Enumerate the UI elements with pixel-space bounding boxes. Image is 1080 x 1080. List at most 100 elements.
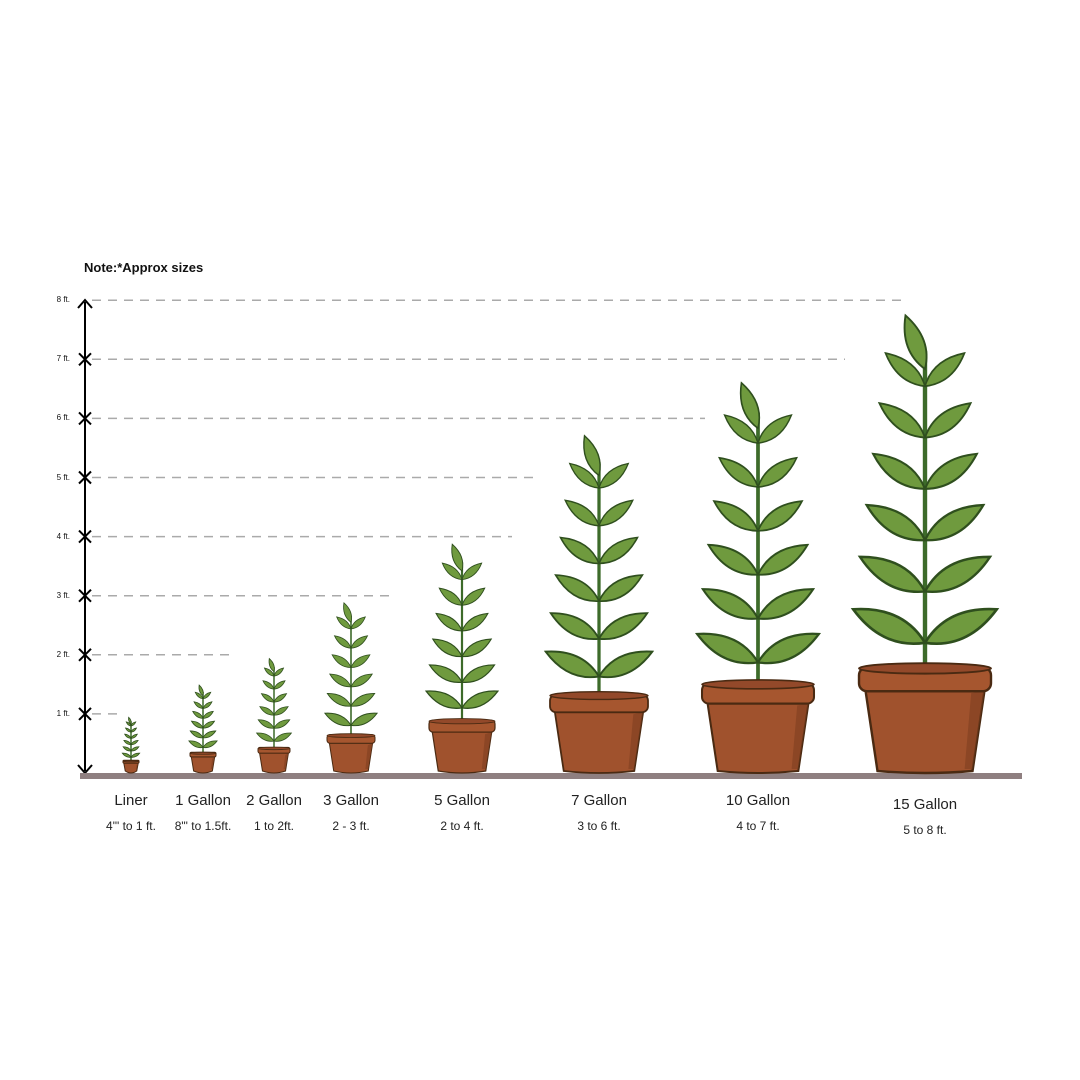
leaf xyxy=(350,616,366,630)
leaf xyxy=(124,733,132,739)
leaf xyxy=(273,680,286,690)
leaf xyxy=(923,555,993,594)
axis-tick-label: 7 ft. xyxy=(56,354,70,364)
leaf xyxy=(273,693,288,703)
axis-tick-label: 2 ft. xyxy=(56,649,70,659)
leaf xyxy=(441,562,463,581)
leaf xyxy=(424,690,464,709)
pot-rim-top xyxy=(257,746,291,751)
size-label: 7 Gallon 3 to 6 ft. xyxy=(539,792,659,833)
leaf xyxy=(435,612,463,632)
leaf xyxy=(121,752,132,758)
leaf xyxy=(554,574,601,602)
plant-1-gallon xyxy=(188,684,218,774)
leaf xyxy=(756,456,798,488)
leaf xyxy=(326,693,352,707)
leaf xyxy=(694,632,760,665)
pot-body xyxy=(431,731,493,774)
pot-rim-top xyxy=(189,751,217,755)
size-range: 5 to 8 ft. xyxy=(903,823,947,837)
leaf xyxy=(260,693,275,703)
size-name: Liner xyxy=(114,792,148,809)
leaf xyxy=(130,746,140,752)
leaf xyxy=(202,691,212,700)
leaf xyxy=(597,650,655,679)
leaf xyxy=(130,727,138,733)
leaf xyxy=(431,638,463,658)
axis-tick-label: 4 ft. xyxy=(56,531,70,541)
leaf xyxy=(323,712,352,727)
pot-shade xyxy=(628,712,644,769)
pot-body xyxy=(328,742,374,774)
leaf xyxy=(122,746,132,752)
size-range: 3 to 6 ft. xyxy=(577,819,621,833)
leaf xyxy=(202,740,218,749)
leaf xyxy=(130,739,139,746)
leaf xyxy=(202,730,217,739)
leaf xyxy=(864,503,927,542)
pot-rim-top xyxy=(858,662,992,675)
leaf xyxy=(549,612,601,640)
leaf xyxy=(598,462,630,489)
leaf xyxy=(739,381,761,430)
axis-tick-label: 6 ft. xyxy=(56,413,70,423)
leaf xyxy=(130,733,138,739)
pot-rim-top xyxy=(122,760,140,763)
pot-shade xyxy=(964,691,985,769)
size-label: 5 Gallon 2 to 4 ft. xyxy=(402,792,522,833)
axis-tick-label: 5 ft. xyxy=(56,472,70,482)
leaf xyxy=(756,543,810,576)
leaf xyxy=(333,635,352,649)
pot-shade xyxy=(365,743,373,769)
leaf xyxy=(268,657,275,673)
size-range: 2 - 3 ft. xyxy=(332,819,370,833)
leaf xyxy=(428,664,463,684)
plant-liner xyxy=(121,716,141,774)
size-range: 8"' to 1.5ft. xyxy=(174,819,232,833)
plant-5-gallon xyxy=(424,543,500,774)
leaf xyxy=(461,562,483,581)
size-label: Liner 4"' to 1 ft. xyxy=(71,792,191,833)
leaf xyxy=(877,402,927,439)
leaf xyxy=(329,673,352,688)
leaf xyxy=(350,693,376,707)
leaf xyxy=(188,740,204,749)
leaf xyxy=(202,710,214,719)
leaf xyxy=(461,612,489,632)
size-label: 1 Gallon 8"' to 1.5ft. xyxy=(143,792,263,833)
pot-body xyxy=(190,756,216,774)
leaf xyxy=(257,719,275,729)
leaf xyxy=(461,664,496,684)
axis-tick-label: 1 ft. xyxy=(56,708,70,718)
leaf xyxy=(273,706,289,716)
leaf xyxy=(922,607,1000,645)
leaf xyxy=(451,543,464,572)
plant-3-gallon xyxy=(323,602,379,774)
plant-2-gallon xyxy=(255,657,293,774)
size-range: 2 to 4 ft. xyxy=(440,819,484,833)
leaf xyxy=(350,673,373,688)
note-text: Note:*Approx sizes xyxy=(84,260,204,275)
leaf xyxy=(543,650,601,679)
pot-rim-top xyxy=(549,691,649,701)
size-name: 7 Gallon xyxy=(571,792,627,809)
leaf xyxy=(350,712,379,727)
pot-body xyxy=(706,702,810,774)
leaf xyxy=(202,720,216,729)
size-range: 1 to 2ft. xyxy=(253,819,295,833)
leaf xyxy=(336,616,352,630)
leaf xyxy=(923,402,973,439)
leaf xyxy=(597,499,634,527)
leaf xyxy=(706,543,760,576)
leaf xyxy=(583,434,601,477)
leaf xyxy=(343,602,352,624)
size-label: 3 Gallon 2 - 3 ft. xyxy=(291,792,411,833)
leaf xyxy=(128,716,132,725)
leaf xyxy=(923,452,979,490)
size-name: 10 Gallon xyxy=(725,792,791,809)
leaf xyxy=(903,313,928,371)
pot-body xyxy=(123,762,139,774)
size-name: 2 Gallon xyxy=(246,792,302,809)
leaf xyxy=(259,706,275,716)
leaf xyxy=(723,414,760,444)
